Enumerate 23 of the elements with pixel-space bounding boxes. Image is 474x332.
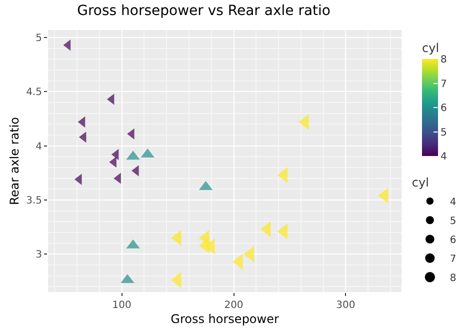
color-bar-label: 5 — [440, 127, 447, 138]
y-tick-label: 3 — [36, 250, 42, 261]
x-tick-label: 100 — [112, 300, 132, 311]
legend-label: 7 — [450, 254, 456, 265]
color-bar-label: 8 — [440, 54, 447, 66]
y-axis-title: Rear axle ratio — [7, 117, 22, 205]
y-tick-label: 4 — [36, 141, 42, 152]
y-tick-label: 5 — [36, 33, 42, 44]
y-tick-label: 3.5 — [26, 195, 42, 206]
x-axis-title: Gross horsepower — [170, 312, 279, 326]
color-bar-label: 7 — [440, 78, 447, 90]
y-tick-label: 4.5 — [26, 87, 42, 98]
x-tick-label: 200 — [224, 300, 244, 311]
chart-title: Gross horsepower vs Rear axle ratio — [77, 2, 330, 19]
legend-label: 5 — [450, 216, 456, 227]
legend-label: 8 — [450, 273, 456, 284]
x-tick-label: 300 — [336, 300, 356, 311]
color-bar-title: cyl — [422, 41, 440, 55]
legend-label: 4 — [450, 197, 456, 208]
color-bar-label: 6 — [440, 103, 447, 114]
color-bar-label: 4 — [440, 152, 447, 162]
legend-label: 6 — [450, 235, 456, 246]
legend-title: cyl — [412, 176, 429, 190]
